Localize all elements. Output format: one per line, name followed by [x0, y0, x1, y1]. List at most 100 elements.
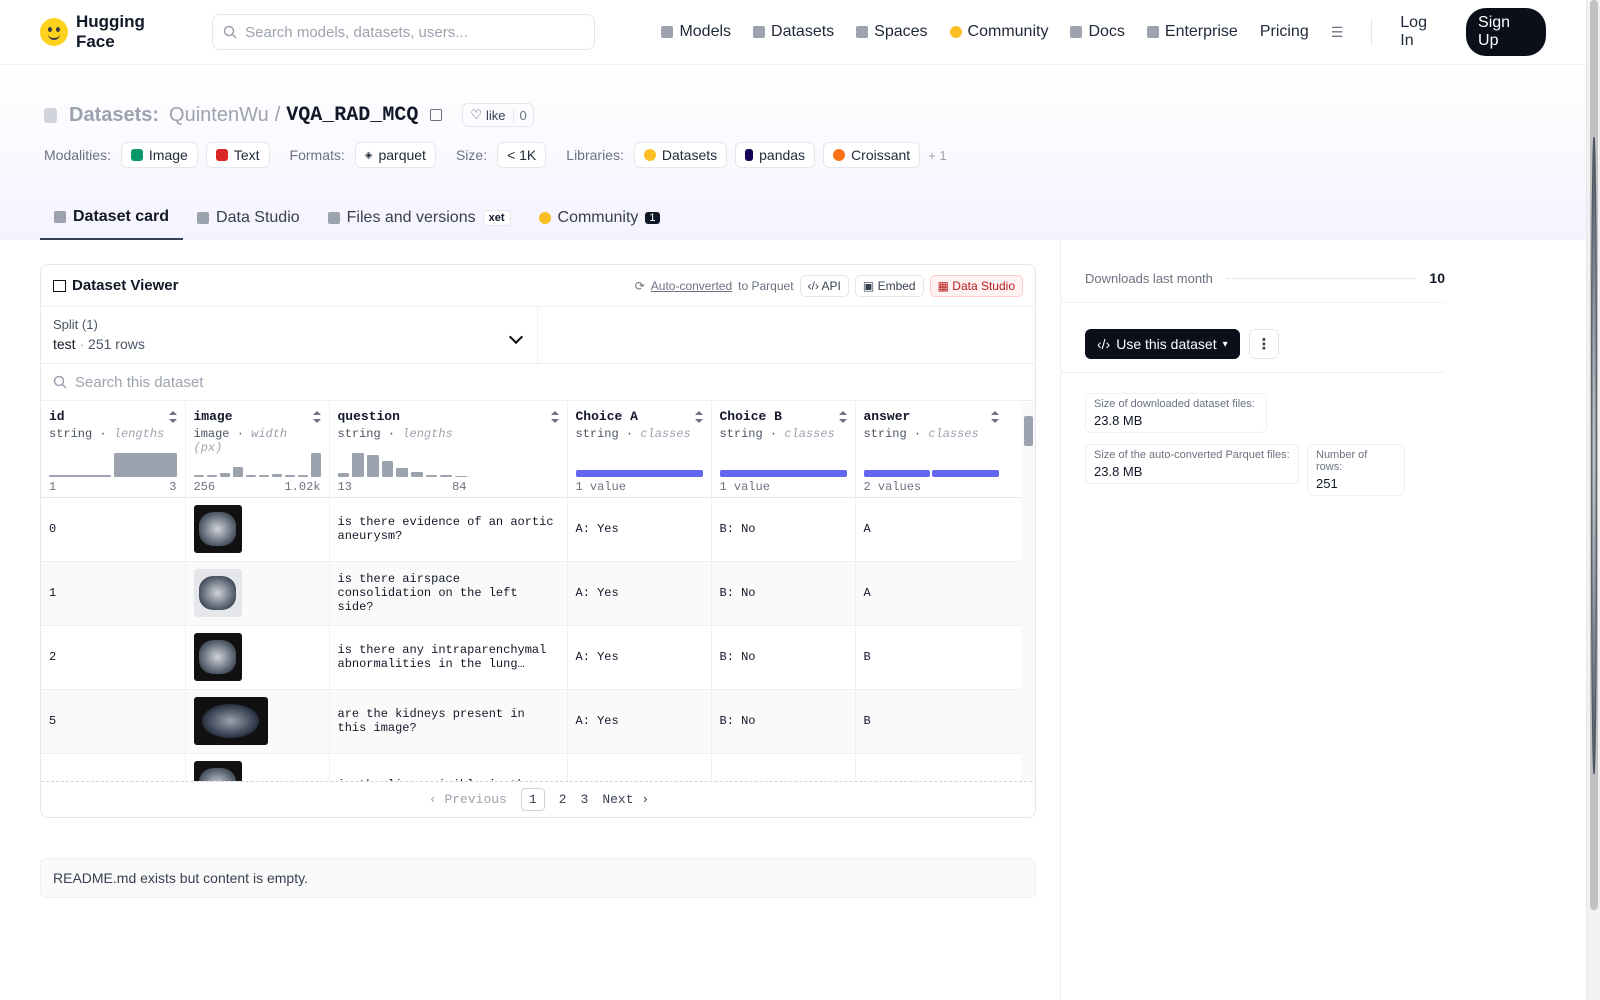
embed-button[interactable]: ▣ Embed	[854, 274, 924, 297]
cell-id[interactable]: 0	[41, 497, 186, 562]
brand-logo[interactable]: Hugging Face	[40, 12, 188, 52]
tab-files-and-versions[interactable]: Files and versions xet	[314, 195, 525, 240]
cell-question[interactable]: is there any intraparenchymal abnormalit…	[329, 625, 568, 690]
nav-docs[interactable]: Docs	[1070, 23, 1125, 41]
page-2-button[interactable]: 2	[558, 792, 567, 807]
table-row[interactable]: 5 are the kidneys present in this image?…	[41, 689, 1022, 754]
login-link[interactable]: Log In	[1400, 14, 1444, 50]
class-segment[interactable]	[719, 469, 847, 477]
data-studio-button[interactable]: ▦ Data Studio	[929, 274, 1023, 297]
table-icon: ▦	[937, 278, 949, 293]
cell-image[interactable]	[185, 561, 330, 626]
table-scrollbar[interactable]	[1021, 402, 1035, 784]
class-segment[interactable]	[932, 469, 999, 477]
cell-image[interactable]	[185, 689, 330, 754]
hist-bar	[410, 471, 423, 477]
library-pandas-chip[interactable]: pandas	[735, 142, 816, 168]
cell-choice-a[interactable]: A: Yes	[567, 689, 712, 754]
page-1-button[interactable]: 1	[520, 788, 545, 811]
nav-datasets[interactable]: Datasets	[753, 23, 834, 41]
nav-spaces[interactable]: Spaces	[856, 23, 928, 41]
nav-spaces-label: Spaces	[874, 23, 928, 40]
col-header-choice-b[interactable]: Choice B string · classes 1 value	[711, 401, 856, 498]
cell-id[interactable]: 2	[41, 625, 186, 690]
global-search-input[interactable]: Search models, datasets, users...	[212, 14, 596, 50]
repo-name[interactable]: VQA_RAD_MCQ	[286, 103, 419, 127]
previous-page-button[interactable]: ‹ Previous	[428, 792, 507, 807]
size-label: Size:	[455, 147, 488, 163]
cell-choice-b[interactable]: B: No	[711, 497, 856, 562]
nav-models[interactable]: Models	[661, 23, 731, 41]
cell-id[interactable]: 1	[41, 561, 186, 626]
dataset-search-input[interactable]: Search this dataset	[41, 364, 1035, 401]
ct-scan-thumbnail[interactable]	[193, 697, 268, 745]
page-scrollbar[interactable]	[1586, 0, 1600, 1000]
auto-converted-link[interactable]: Auto-converted	[650, 278, 733, 293]
split-selector[interactable]: Split (1) test · 251 rows	[41, 307, 538, 363]
sort-icon[interactable]	[990, 411, 999, 423]
tab-dataset-card[interactable]: Dataset card	[40, 195, 184, 240]
cell-question[interactable]: are the kidneys present in this image?	[329, 689, 568, 754]
use-this-dataset-button[interactable]: ‹/› Use this dataset ▾	[1085, 329, 1240, 359]
cell-answer[interactable]: B	[855, 689, 1022, 754]
class-segment[interactable]	[575, 469, 703, 477]
cell-choice-b[interactable]: B: No	[711, 561, 856, 626]
cell-question[interactable]: is there airspace consolidation on the l…	[329, 561, 568, 626]
signup-button[interactable]: Sign Up	[1466, 8, 1546, 56]
library-datasets-chip[interactable]: Datasets	[633, 142, 728, 168]
table-row[interactable]: 2 is there any intraparenchymal abnormal…	[41, 625, 1022, 690]
api-button[interactable]: ‹/› API	[799, 274, 849, 297]
sort-icon[interactable]	[838, 411, 847, 423]
cell-choice-a[interactable]: A: Yes	[567, 561, 712, 626]
table-row[interactable]: 1 is there airspace consolidation on the…	[41, 561, 1022, 626]
table-scroll-thumb[interactable]	[1024, 416, 1033, 446]
modality-text-chip[interactable]: Text	[205, 142, 270, 168]
like-button[interactable]: ♡ like 0	[462, 103, 534, 127]
cell-answer[interactable]: A	[855, 561, 1022, 626]
tab-community[interactable]: Community 1	[525, 195, 674, 240]
class-segment[interactable]	[863, 469, 930, 477]
nav-pricing[interactable]: Pricing	[1260, 23, 1309, 41]
modality-image-chip[interactable]: Image	[120, 142, 198, 168]
format-parquet-chip[interactable]: ◈ parquet	[354, 142, 436, 168]
sort-icon[interactable]	[312, 411, 321, 423]
library-croissant-chip[interactable]: Croissant	[823, 142, 921, 168]
page-scroll-thumb[interactable]	[1590, 0, 1598, 910]
col-header-image[interactable]: image image · width (px) 256 1.02k	[185, 401, 330, 498]
nav-enterprise[interactable]: Enterprise	[1146, 23, 1238, 41]
size-chip[interactable]: < 1K	[497, 142, 547, 168]
next-page-button[interactable]: Next ›	[602, 792, 650, 807]
cell-answer[interactable]: B	[855, 625, 1022, 690]
copy-icon[interactable]	[430, 109, 443, 121]
cell-id[interactable]: 5	[41, 689, 186, 754]
cell-question[interactable]: is there evidence of an aortic aneurysm?	[329, 497, 568, 562]
nav-community[interactable]: Community	[949, 23, 1048, 41]
cell-image[interactable]	[185, 497, 330, 562]
cell-choice-a[interactable]: A: Yes	[567, 497, 712, 562]
col-header-question[interactable]: question string · lengths 13 84	[329, 401, 568, 498]
sort-icon[interactable]	[550, 411, 559, 423]
cell-image[interactable]	[185, 625, 330, 690]
owner-link[interactable]: QuintenWu	[169, 103, 269, 126]
libraries-more[interactable]: + 1	[928, 147, 947, 163]
tab-data-studio[interactable]: Data Studio	[183, 195, 314, 240]
sort-icon[interactable]	[694, 411, 703, 423]
cell-choice-b[interactable]: B: No	[711, 625, 856, 690]
cell-choice-b[interactable]: B: No	[711, 689, 856, 754]
xray-thumbnail[interactable]	[193, 569, 242, 617]
files-icon	[327, 211, 340, 224]
page-3-button[interactable]: 3	[580, 792, 589, 807]
community-icon	[538, 211, 551, 224]
col-header-choice-a[interactable]: Choice A string · classes 1 value	[567, 401, 712, 498]
cell-choice-a[interactable]: A: Yes	[567, 625, 712, 690]
table-row[interactable]: 0 is there evidence of an aortic aneurys…	[41, 497, 1022, 562]
section-label[interactable]: Datasets:	[69, 103, 160, 126]
col-header-answer[interactable]: answer string · classes 2 values	[855, 401, 1022, 498]
cell-answer[interactable]: A	[855, 497, 1022, 562]
sort-icon[interactable]	[168, 411, 177, 423]
nav-more-menu[interactable]: ☰	[1331, 24, 1344, 41]
more-options-button[interactable]: ⋮	[1249, 329, 1279, 359]
xray-thumbnail[interactable]	[193, 633, 242, 681]
xray-thumbnail[interactable]	[193, 505, 242, 553]
